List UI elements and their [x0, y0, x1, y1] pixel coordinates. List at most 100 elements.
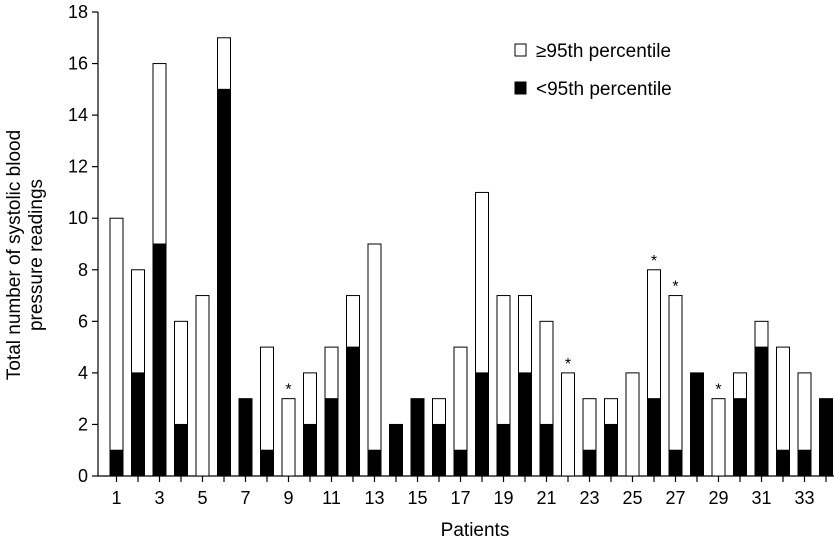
bar-above-95 — [711, 398, 726, 477]
bar-below-95 — [389, 423, 403, 477]
bar-below-95 — [647, 398, 661, 477]
x-tick-label: 25 — [622, 488, 642, 508]
legend-swatch-below-95 — [514, 81, 527, 95]
x-tick-label: 19 — [493, 488, 513, 508]
bar-below-95 — [539, 423, 554, 477]
bar-above-95 — [152, 63, 167, 245]
bar-above-95 — [324, 346, 339, 400]
x-tick-label: 27 — [665, 488, 685, 508]
bar-above-95 — [217, 37, 231, 90]
annotations: * * * * * — [285, 253, 721, 399]
bar-above-95 — [195, 295, 210, 477]
bar-below-95 — [604, 423, 618, 477]
bar-above-95 — [367, 243, 382, 451]
bar-below-95 — [733, 398, 747, 477]
annotation-asterisk: * — [672, 279, 678, 296]
bar-below-95 — [109, 449, 124, 477]
x-tick-label: 21 — [536, 488, 556, 508]
annotation-asterisk: * — [715, 382, 721, 399]
bar-above-95 — [733, 372, 747, 400]
y-tick-label: 6 — [78, 311, 88, 331]
bar-below-95 — [217, 88, 231, 477]
x-tick-label: 17 — [450, 488, 470, 508]
bar-below-95 — [776, 449, 790, 477]
bar-below-95 — [367, 449, 382, 477]
x-axis: 1 3 5 7 9 11 13 15 17 19 21 23 25 27 29 31 33 — [98, 475, 834, 508]
bar-above-95 — [518, 295, 532, 374]
bar-below-95 — [518, 372, 532, 477]
y-tick-label: 10 — [68, 208, 88, 228]
annotation-asterisk: * — [651, 253, 657, 270]
bar-below-95 — [131, 372, 145, 477]
bar-above-95 — [776, 346, 790, 451]
bar-below-95 — [174, 423, 188, 477]
legend-label-above-95: ≥95th percentile — [536, 41, 671, 62]
bar-above-95 — [625, 372, 640, 477]
bar-below-95 — [819, 398, 833, 477]
bar-above-95 — [539, 320, 554, 425]
bar-above-95 — [496, 295, 511, 425]
x-axis-title: Patients — [441, 520, 510, 541]
bar-below-95 — [797, 449, 812, 477]
bar-above-95 — [668, 295, 683, 451]
bar-above-95 — [109, 217, 124, 451]
bar-above-95 — [647, 269, 661, 400]
legend-swatch-above-95 — [514, 43, 527, 57]
bar-above-95 — [346, 295, 360, 348]
bar-above-95 — [303, 372, 317, 425]
bar-above-95 — [475, 191, 489, 374]
y-tick-label: 8 — [78, 260, 88, 280]
x-tick-label: 7 — [240, 488, 250, 508]
bar-below-95 — [152, 243, 167, 477]
bar-below-95 — [453, 449, 468, 477]
bar-above-95 — [604, 398, 618, 425]
y-axis-title-line-1: Total number of systolic blood — [4, 130, 25, 380]
x-tick-label: 29 — [708, 488, 728, 508]
bars — [109, 37, 833, 477]
bar-above-95 — [453, 346, 468, 451]
bar-below-95 — [432, 423, 446, 477]
bar-below-95 — [238, 398, 253, 477]
x-tick-label: 23 — [579, 488, 599, 508]
y-axis-title: Total number of systolic blood pressure … — [4, 130, 47, 380]
x-tick-label: 11 — [322, 488, 341, 508]
annotation-asterisk: * — [285, 382, 291, 399]
x-tick-label: 9 — [283, 488, 293, 508]
y-tick-label: 4 — [78, 363, 88, 383]
bar-below-95 — [346, 346, 360, 477]
bar-above-95 — [561, 372, 575, 477]
bar-above-95 — [174, 320, 188, 425]
y-axis: 0 2 4 6 8 10 12 14 16 18 — [68, 2, 99, 486]
x-tick-label: 15 — [407, 488, 427, 508]
y-tick-label: 16 — [68, 54, 88, 74]
x-tick-label: 3 — [154, 488, 164, 508]
x-tick-label: 13 — [364, 488, 384, 508]
bar-below-95 — [475, 372, 489, 477]
annotation-asterisk: * — [565, 356, 571, 373]
bar-above-95 — [131, 269, 145, 374]
bar-above-95 — [281, 398, 296, 477]
bar-above-95 — [260, 346, 274, 451]
bar-below-95 — [410, 398, 425, 477]
y-tick-label: 12 — [68, 157, 88, 177]
bar-below-95 — [754, 346, 769, 477]
x-tick-label: 31 — [751, 488, 771, 508]
y-axis-title-line-2: pressure readings — [26, 179, 47, 331]
x-tick-label: 1 — [111, 488, 121, 508]
y-tick-label: 14 — [68, 105, 88, 125]
bar-above-95 — [432, 398, 446, 425]
y-tick-label: 18 — [68, 2, 88, 22]
x-tick-label: 33 — [794, 488, 814, 508]
bar-below-95 — [690, 372, 704, 477]
bar-above-95 — [582, 398, 597, 451]
bar-below-95 — [303, 423, 317, 477]
legend-label-below-95: <95th percentile — [536, 79, 672, 100]
bar-above-95 — [797, 372, 812, 451]
bar-below-95 — [260, 449, 274, 477]
bar-below-95 — [668, 449, 683, 477]
bar-below-95 — [324, 398, 339, 477]
y-tick-label: 0 — [78, 466, 88, 486]
bar-below-95 — [496, 423, 511, 477]
bar-above-95 — [754, 320, 769, 348]
